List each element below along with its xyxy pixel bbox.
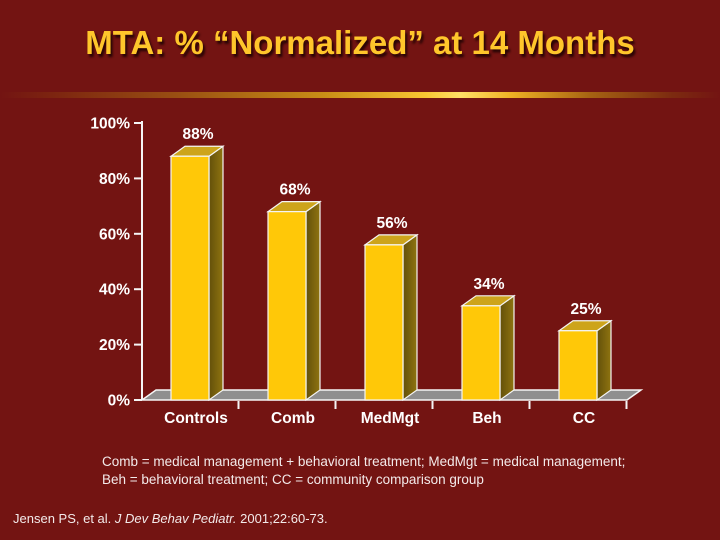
footnote-line-2: Beh = behavioral treatment; CC = communi… (102, 471, 484, 487)
title-divider-rule (0, 92, 720, 98)
bar-side-medmgt (402, 233, 418, 402)
citation: Jensen PS, et al. J Dev Behav Pediatr. 2… (13, 511, 328, 526)
bar-side-comb (305, 200, 321, 402)
bar-value-label: 88% (182, 126, 213, 143)
bar-controls (170, 155, 210, 401)
bar-side-cc (596, 319, 612, 402)
y-axis-tick-label: 100% (90, 116, 130, 133)
y-axis-tick-label: 0% (108, 393, 131, 410)
citation-journal: J Dev Behav Pediatr. (114, 511, 237, 526)
bar-value-label: 34% (473, 276, 504, 293)
bar-side-beh (499, 294, 515, 402)
citation-prefix: Jensen PS, et al. (13, 511, 115, 526)
bar-comb (267, 211, 307, 401)
bar-value-label: 68% (279, 182, 310, 199)
x-axis-category-label: Beh (472, 410, 501, 427)
y-axis-tick-label: 20% (99, 337, 130, 354)
x-axis-category-label: Comb (271, 410, 315, 427)
bar-medmgt (364, 244, 404, 401)
bar-cc (558, 330, 598, 401)
bar-value-label: 56% (376, 215, 407, 232)
x-axis-category-label: Controls (164, 410, 228, 427)
y-axis-tick-label: 40% (99, 282, 130, 299)
y-axis-tick-label: 80% (99, 171, 130, 188)
footnote-legend: Comb = medical management + behavioral t… (102, 453, 625, 488)
x-axis-category-label: CC (573, 410, 595, 427)
citation-suffix: 2001;22:60-73. (236, 511, 328, 526)
bar-side-controls (208, 145, 224, 402)
footnote-line-1: Comb = medical management + behavioral t… (102, 454, 626, 469)
slide-title: MTA: % “Normalized” at 14 Months (85, 24, 635, 61)
y-axis-tick-label: 60% (99, 226, 130, 243)
bar-beh (461, 305, 501, 401)
bar-value-label: 25% (570, 301, 601, 318)
x-axis-category-label: MedMgt (361, 410, 420, 427)
